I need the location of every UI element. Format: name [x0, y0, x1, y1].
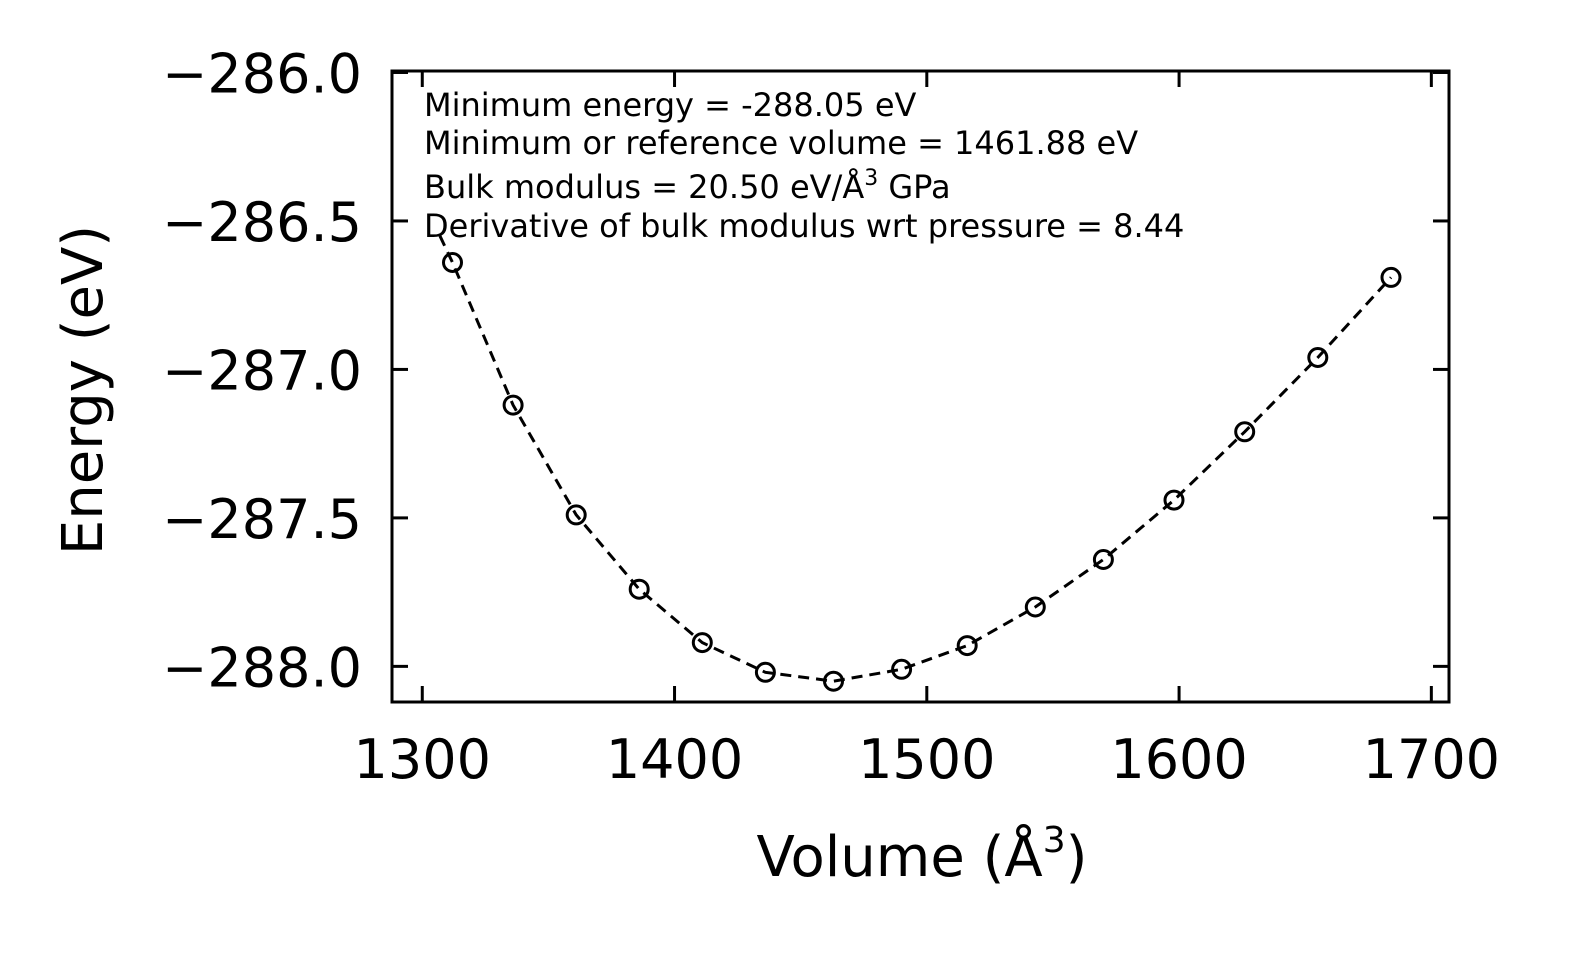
x-axis-label-superscript: 3	[1043, 820, 1066, 861]
x-tick-label: 1400	[606, 728, 743, 791]
annotation-bulk-modulus-sup: 3	[864, 166, 878, 191]
data-point	[754, 661, 776, 683]
x-tick-label: 1500	[858, 728, 995, 791]
data-point	[1024, 596, 1046, 618]
y-tick-label: −286.5	[162, 191, 362, 254]
data-point	[1307, 347, 1329, 368]
fit-line	[438, 235, 1393, 683]
x-axis-ticks: 1300 1400 1500 1600 1700	[354, 71, 1500, 791]
data-point	[565, 504, 587, 526]
data-point	[956, 635, 978, 657]
x-axis-label: Volume (Å3)	[757, 820, 1088, 890]
y-axis-label: Energy (eV)	[51, 225, 116, 555]
annotation-bulk-modulus-suffix: GPa	[878, 168, 950, 206]
annotation-min-energy: Minimum energy = -288.05 eV	[424, 86, 917, 124]
x-tick-label: 1300	[354, 728, 491, 791]
data-point	[442, 252, 463, 273]
y-tick-label: −288.0	[162, 636, 362, 699]
data-point	[1380, 266, 1402, 288]
annotation-box: Minimum energy = -288.05 eV Minimum or r…	[424, 86, 1184, 245]
x-axis-label-text: Volume (Å	[757, 824, 1043, 890]
annotation-bulk-modulus-derivative: Derivative of bulk modulus wrt pressure …	[424, 207, 1184, 245]
plot-area	[438, 235, 1402, 692]
y-axis-ticks: −286.0 −286.5 −287.0 −287.5 −288.0	[162, 42, 1449, 699]
data-point	[1163, 489, 1185, 511]
x-axis-label-close: )	[1066, 825, 1088, 890]
y-tick-label: −287.0	[162, 339, 362, 402]
plot-frame	[390, 69, 1451, 704]
data-point	[691, 632, 713, 654]
x-tick-label: 1600	[1110, 728, 1247, 791]
data-point	[1234, 421, 1256, 443]
data-point	[502, 394, 524, 416]
data-point	[1092, 549, 1114, 570]
y-tick-label: −287.5	[162, 488, 362, 551]
x-tick-label: 1700	[1363, 728, 1500, 791]
annotation-bulk-modulus: Bulk modulus = 20.50 eV/Å3 GPa	[424, 166, 951, 206]
annotation-min-volume: Minimum or reference volume = 1461.88 eV	[424, 124, 1138, 162]
data-point	[823, 670, 844, 692]
data-point	[891, 658, 913, 680]
data-point	[628, 578, 650, 600]
annotation-bulk-modulus-text: Bulk modulus = 20.50 eV/Å	[424, 168, 864, 206]
y-tick-label: −286.0	[162, 42, 362, 105]
